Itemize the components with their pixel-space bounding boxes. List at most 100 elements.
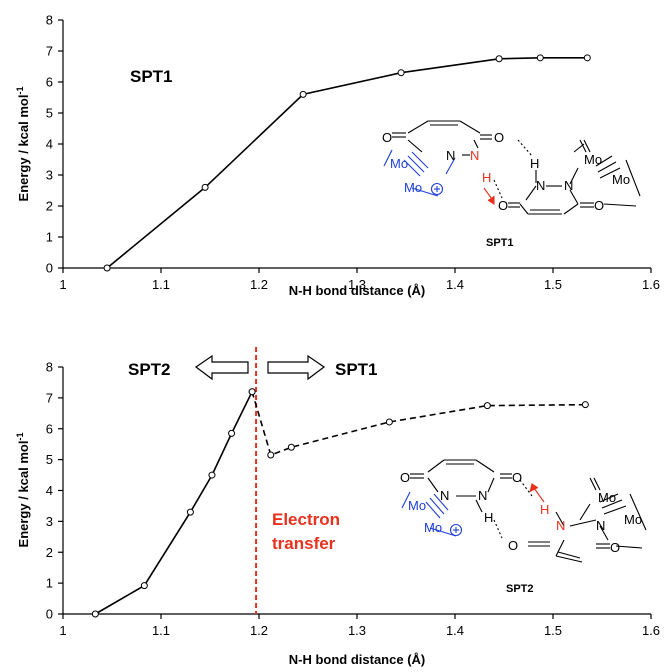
x-tick-label: 1.2	[250, 277, 268, 292]
panel-label: SPT1	[130, 67, 173, 86]
annotation-transfer: transfer	[272, 534, 336, 553]
x-ticks: 1 1.1 1.2 1.3 1.4 1.5 1.6	[59, 614, 660, 638]
atom-mo-blue: Mo	[404, 180, 422, 195]
atom-n-red: N	[470, 148, 479, 163]
atom-h-red: H	[540, 502, 549, 517]
data-point	[495, 55, 503, 63]
top-chart: 0 1 2 3 4 5 6 7 8 1 1.1 1.2 1.3 1.4 1.5 1.6 N-H bond d…	[15, 13, 660, 299]
data-point	[201, 183, 209, 191]
data-point	[397, 69, 405, 77]
x-tick-label: 1	[59, 623, 66, 638]
atom-o: O	[400, 470, 410, 485]
data-point	[228, 429, 236, 437]
x-tick-label: 1.6	[642, 277, 660, 292]
atom-o: O	[498, 198, 508, 213]
x-tick-label: 1.6	[642, 623, 660, 638]
atom-o: O	[512, 470, 522, 485]
y-ticks: 0 1 2 3 4 5 6 7 8	[46, 360, 63, 622]
data-point	[91, 610, 99, 618]
y-tick-label: 3	[46, 514, 53, 529]
y-tick-label: 5	[46, 106, 53, 121]
y-tick-label: 5	[46, 452, 53, 467]
x-axis-title: N-H bond distance (Å)	[289, 283, 426, 298]
data-point	[248, 388, 256, 396]
y-axis-title: Energy / kcal mol-1	[15, 433, 31, 548]
series-line-path	[251, 391, 586, 457]
label-spt1: SPT1	[335, 360, 378, 379]
atom-mo-blue: Mo	[390, 156, 408, 171]
atom-mo-blue: Mo	[408, 498, 426, 513]
atom-o: O	[382, 130, 392, 145]
atom-mo: Mo	[612, 172, 630, 187]
atom-h: H	[484, 510, 493, 525]
x-tick-label: 1.1	[152, 623, 170, 638]
data-point	[583, 54, 591, 62]
annotation-electron: Electron	[272, 510, 340, 529]
data-point	[103, 264, 111, 272]
atom-n-red: N	[556, 518, 565, 533]
data-point	[536, 54, 544, 62]
data-point	[299, 90, 307, 98]
atom-mo-blue: Mo	[424, 520, 442, 535]
y-tick-label: 2	[46, 545, 53, 560]
data-point	[287, 443, 295, 451]
data-point	[140, 582, 148, 590]
x-tick-label: 1.3	[348, 277, 366, 292]
structure-spt1	[383, 120, 641, 215]
y-tick-label: 0	[46, 261, 53, 276]
y-tick-label: 2	[46, 199, 53, 214]
atom-n: N	[478, 488, 487, 503]
data-point	[385, 418, 393, 426]
structure-spt2	[401, 459, 647, 563]
data-point	[208, 471, 216, 479]
series-line	[103, 54, 591, 272]
left-arrow	[194, 354, 249, 381]
atom-n: N	[446, 148, 455, 163]
x-tick-label: 1.4	[446, 277, 464, 292]
y-tick-label: 4	[46, 137, 53, 152]
x-tick-label: 1.3	[348, 623, 366, 638]
series-lines	[91, 388, 589, 618]
y-tick-label: 4	[46, 483, 53, 498]
y-ticks: 0 1 2 3 4 5 6 7 8	[46, 13, 63, 276]
atom-n: N	[596, 518, 605, 533]
y-tick-label: 7	[46, 390, 53, 405]
y-tick-label: 1	[46, 576, 53, 591]
x-tick-label: 1.5	[544, 623, 562, 638]
y-tick-label: 3	[46, 168, 53, 183]
atom-h-red: H	[482, 170, 491, 185]
x-ticks: 1 1.1 1.2 1.3 1.4 1.5 1.6	[59, 268, 660, 292]
y-tick-label: 8	[46, 13, 53, 28]
y-tick-label: 6	[46, 421, 53, 436]
atom-mo: Mo	[598, 490, 616, 505]
data-point	[581, 401, 589, 409]
right-arrow	[267, 354, 326, 381]
x-tick-label: 1.4	[446, 623, 464, 638]
x-axis-title: N-H bond distance (Å)	[289, 652, 426, 667]
series-line-path	[106, 56, 588, 269]
atom-o: O	[610, 540, 620, 555]
atom-o: O	[508, 538, 518, 553]
y-tick-label: 7	[46, 44, 53, 59]
series-line-path	[94, 391, 253, 615]
x-tick-label: 1.1	[152, 277, 170, 292]
atom-n: N	[536, 178, 545, 193]
y-tick-label: 6	[46, 75, 53, 90]
x-tick-label: 1.2	[250, 623, 268, 638]
data-point	[186, 508, 194, 516]
y-axis-title: Energy / kcal mol-1	[15, 87, 31, 202]
label-spt2: SPT2	[128, 360, 171, 379]
atom-n: N	[564, 178, 573, 193]
x-tick-label: 1.5	[544, 277, 562, 292]
atom-o: O	[494, 130, 504, 145]
atom-n: N	[440, 488, 449, 503]
data-point	[267, 451, 275, 459]
y-tick-label: 1	[46, 230, 53, 245]
data-point	[483, 402, 491, 410]
y-tick-label: 8	[46, 360, 53, 375]
atom-mo: Mo	[584, 152, 602, 167]
structure-caption: SPT2	[506, 583, 534, 595]
atom-o: O	[594, 198, 604, 213]
y-tick-label: 0	[46, 607, 53, 622]
